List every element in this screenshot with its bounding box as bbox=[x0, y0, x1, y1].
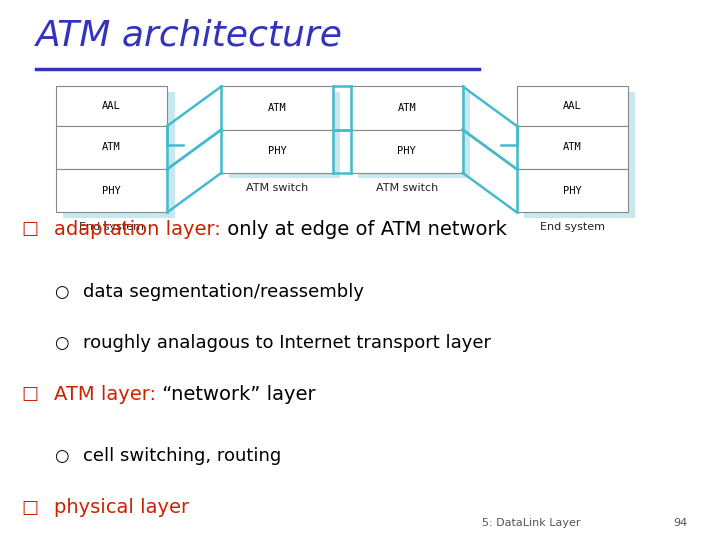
Text: ATM layer:: ATM layer: bbox=[54, 384, 156, 404]
Text: PHY: PHY bbox=[563, 186, 582, 195]
Text: □: □ bbox=[22, 220, 39, 239]
Bar bbox=[63, 92, 174, 218]
Bar bbox=[56, 169, 167, 212]
Text: PHY: PHY bbox=[102, 186, 121, 195]
Text: ATM architecture: ATM architecture bbox=[36, 19, 343, 53]
Text: ATM switch: ATM switch bbox=[376, 183, 438, 193]
Text: AAL: AAL bbox=[102, 101, 121, 111]
Bar bbox=[56, 86, 167, 126]
Bar bbox=[517, 126, 628, 169]
Text: “network” layer: “network” layer bbox=[156, 384, 315, 404]
Text: data segmentation/reassembly: data segmentation/reassembly bbox=[83, 282, 364, 301]
Text: ATM switch: ATM switch bbox=[246, 183, 308, 193]
Text: physical layer: physical layer bbox=[54, 498, 189, 517]
Text: only at edge of ATM network: only at edge of ATM network bbox=[221, 220, 507, 239]
Text: □: □ bbox=[22, 385, 39, 403]
Text: PHY: PHY bbox=[397, 146, 416, 156]
Text: End system: End system bbox=[540, 222, 605, 232]
Bar bbox=[524, 92, 636, 218]
Bar bbox=[351, 130, 462, 173]
Text: AAL: AAL bbox=[563, 101, 582, 111]
Text: ○: ○ bbox=[54, 447, 68, 465]
Text: ○: ○ bbox=[54, 282, 68, 301]
Text: ATM: ATM bbox=[268, 103, 287, 113]
Text: □: □ bbox=[22, 498, 39, 517]
Bar bbox=[351, 86, 462, 130]
Text: ○: ○ bbox=[54, 334, 68, 352]
Text: ATM: ATM bbox=[563, 143, 582, 152]
Text: ATM: ATM bbox=[397, 103, 416, 113]
Text: cell switching, routing: cell switching, routing bbox=[83, 447, 281, 465]
Bar bbox=[517, 86, 628, 126]
Text: End system: End system bbox=[79, 222, 144, 232]
Text: adaptation layer:: adaptation layer: bbox=[54, 220, 221, 239]
Bar bbox=[517, 169, 628, 212]
Bar bbox=[222, 86, 333, 130]
Text: 94: 94 bbox=[673, 518, 688, 528]
Bar bbox=[229, 92, 341, 178]
Bar bbox=[358, 92, 469, 178]
Text: ATM: ATM bbox=[102, 143, 121, 152]
Text: 5: DataLink Layer: 5: DataLink Layer bbox=[482, 518, 581, 528]
Text: roughly analagous to Internet transport layer: roughly analagous to Internet transport … bbox=[83, 334, 491, 352]
Bar bbox=[222, 130, 333, 173]
Text: PHY: PHY bbox=[268, 146, 287, 156]
Bar bbox=[56, 126, 167, 169]
